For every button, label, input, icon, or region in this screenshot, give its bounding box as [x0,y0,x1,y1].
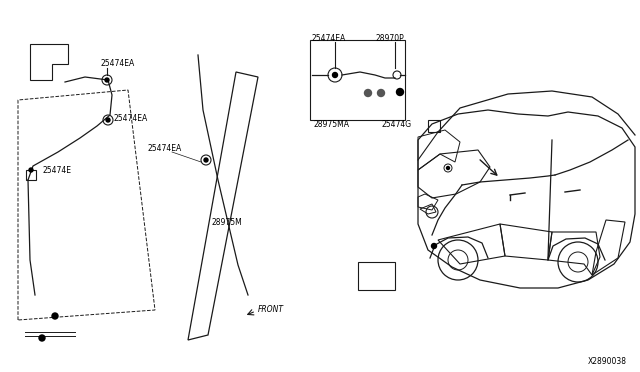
Circle shape [29,168,33,172]
Circle shape [106,118,110,122]
Bar [26,170,36,180]
Circle shape [397,89,403,96]
Text: 28975MA: 28975MA [314,119,350,128]
Circle shape [431,244,436,248]
Text: 25474EA: 25474EA [312,33,346,42]
Circle shape [204,158,208,162]
Text: 25474EA: 25474EA [100,58,134,67]
Text: 25474EA: 25474EA [113,113,147,122]
Text: 25474EA: 25474EA [148,144,182,153]
Text: 25474E: 25474E [42,166,71,174]
Circle shape [52,313,58,319]
Circle shape [105,78,109,82]
Text: 25474G: 25474G [382,119,412,128]
Circle shape [365,90,371,96]
Text: FRONT: FRONT [258,305,284,314]
Text: 28970P: 28970P [376,33,404,42]
Circle shape [39,335,45,341]
Circle shape [333,73,337,77]
Text: 28975M: 28975M [212,218,243,227]
Circle shape [447,167,449,170]
Circle shape [378,90,385,96]
Text: X2890038: X2890038 [588,357,627,366]
Bar [310,40,405,120]
